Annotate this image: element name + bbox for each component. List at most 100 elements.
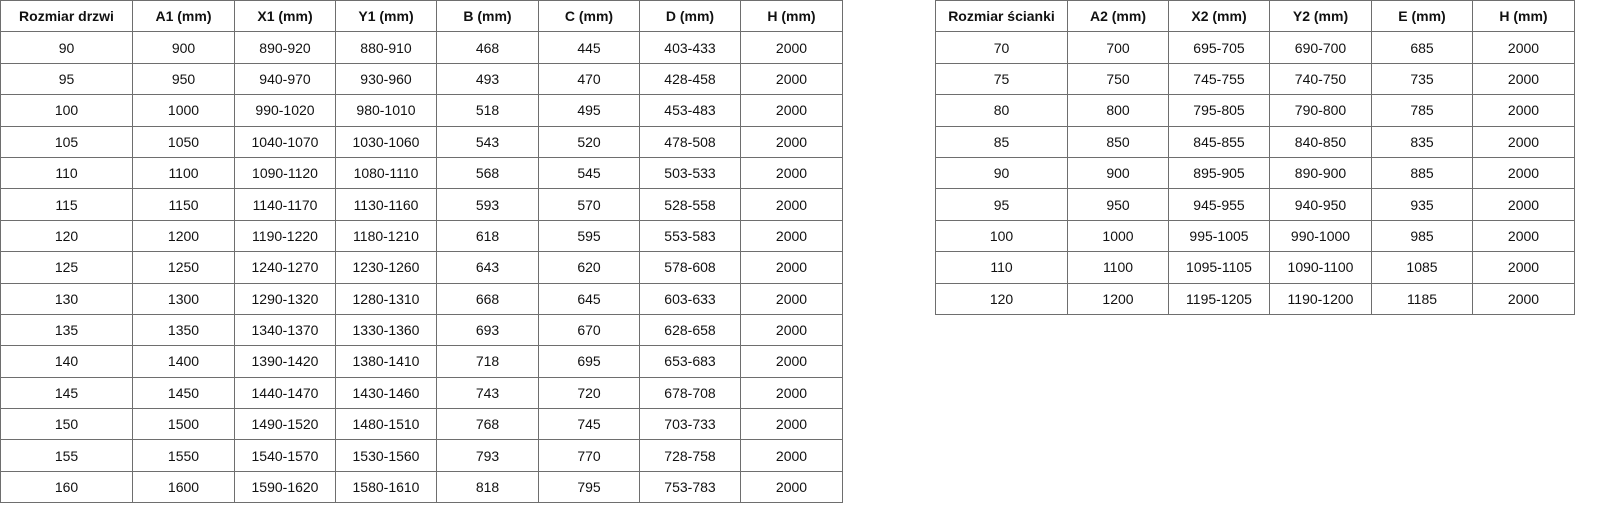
table-cell: 528-558 bbox=[639, 188, 741, 221]
table-cell: 620 bbox=[538, 251, 640, 284]
table-cell: 2000 bbox=[740, 94, 843, 127]
column-header: X1 (mm) bbox=[234, 0, 336, 33]
table-cell: 795-805 bbox=[1168, 94, 1270, 127]
table-cell: 718 bbox=[436, 345, 539, 378]
table-cell: 1000 bbox=[132, 94, 235, 127]
table-row: 95 950 945-955 940-950 935 2000 bbox=[935, 188, 1575, 221]
table-cell: 130 bbox=[0, 282, 133, 315]
table-cell: 1250 bbox=[132, 251, 235, 284]
column-header: Y2 (mm) bbox=[1269, 0, 1372, 33]
table-cell: 793 bbox=[436, 439, 539, 472]
table-cell: 2000 bbox=[740, 345, 843, 378]
table-cell: 445 bbox=[538, 31, 640, 64]
table-cell: 470 bbox=[538, 62, 640, 96]
table-cell: 700 bbox=[1067, 31, 1169, 64]
table-cell: 885 bbox=[1371, 156, 1473, 190]
table-cell: 2000 bbox=[740, 31, 843, 64]
table-cell: 595 bbox=[538, 219, 640, 253]
table-cell: 1050 bbox=[132, 125, 235, 158]
table-cell: 845-855 bbox=[1168, 125, 1270, 158]
table-cell: 2000 bbox=[740, 376, 843, 410]
table-cell: 2000 bbox=[740, 439, 843, 472]
table-cell: 1350 bbox=[132, 313, 235, 347]
table-cell: 628-658 bbox=[639, 313, 741, 347]
table-cell: 140 bbox=[0, 345, 133, 378]
table-row: 85 850 845-855 840-850 835 2000 bbox=[935, 125, 1575, 158]
table-cell: 518 bbox=[436, 94, 539, 127]
table-cell: 890-920 bbox=[234, 31, 336, 64]
table-cell: 1580-1610 bbox=[335, 470, 437, 504]
table-cell: 1550 bbox=[132, 439, 235, 472]
table-cell: 1530-1560 bbox=[335, 439, 437, 472]
table-cell: 740-750 bbox=[1269, 62, 1372, 96]
table-cell: 2000 bbox=[1472, 156, 1575, 190]
table-cell: 1040-1070 bbox=[234, 125, 336, 158]
table-row: 90 900 895-905 890-900 885 2000 bbox=[935, 156, 1575, 190]
table-row: 105 1050 1040-1070 1030-1060 543 520 478-508 20… bbox=[0, 125, 843, 158]
table-cell: 80 bbox=[935, 94, 1068, 127]
table-header-row: Rozmiar ścianki A2 (mm) X2 (mm) Y2 (mm) E (m… bbox=[935, 0, 1575, 33]
table-cell: 1400 bbox=[132, 345, 235, 378]
table-cell: 1100 bbox=[132, 156, 235, 190]
table-cell: 890-900 bbox=[1269, 156, 1372, 190]
table-cell: 100 bbox=[0, 94, 133, 127]
column-header: Y1 (mm) bbox=[335, 0, 437, 33]
table-cell: 735 bbox=[1371, 62, 1473, 96]
table-cell: 1500 bbox=[132, 408, 235, 441]
table-row: 145 1450 1440-1470 1430-1460 743 720 678-708 20… bbox=[0, 376, 843, 410]
column-header: Rozmiar drzwi bbox=[0, 0, 133, 33]
table-cell: 695-705 bbox=[1168, 31, 1270, 64]
table-cell: 1090-1120 bbox=[234, 156, 336, 190]
table-cell: 543 bbox=[436, 125, 539, 158]
table-cell: 800 bbox=[1067, 94, 1169, 127]
column-header: H (mm) bbox=[1472, 0, 1575, 33]
table-cell: 1280-1310 bbox=[335, 282, 437, 315]
table-cell: 693 bbox=[436, 313, 539, 347]
table-cell: 745-755 bbox=[1168, 62, 1270, 96]
table-row: 80 800 795-805 790-800 785 2000 bbox=[935, 94, 1575, 127]
table-cell: 90 bbox=[0, 31, 133, 64]
table-cell: 950 bbox=[132, 62, 235, 96]
table-row: 130 1300 1290-1320 1280-1310 668 645 603-633 20… bbox=[0, 282, 843, 315]
table-cell: 2000 bbox=[740, 125, 843, 158]
table-cell: 990-1000 bbox=[1269, 219, 1372, 253]
table-cell: 2000 bbox=[1472, 31, 1575, 64]
doors-size-table: Rozmiar drzwi A1 (mm) X1 (mm) Y1 (mm) B (mm)… bbox=[0, 0, 843, 504]
table-cell: 750 bbox=[1067, 62, 1169, 96]
table-cell: 520 bbox=[538, 125, 640, 158]
table-cell: 1380-1410 bbox=[335, 345, 437, 378]
table-cell: 703-733 bbox=[639, 408, 741, 441]
table-cell: 900 bbox=[1067, 156, 1169, 190]
table-cell: 720 bbox=[538, 376, 640, 410]
table-cell: 468 bbox=[436, 31, 539, 64]
table-cell: 2000 bbox=[740, 62, 843, 96]
table-cell: 653-683 bbox=[639, 345, 741, 378]
table-cell: 753-783 bbox=[639, 470, 741, 504]
table-cell: 880-910 bbox=[335, 31, 437, 64]
table-cell: 403-433 bbox=[639, 31, 741, 64]
table-cell: 110 bbox=[0, 156, 133, 190]
table-cell: 770 bbox=[538, 439, 640, 472]
table-cell: 1085 bbox=[1371, 251, 1473, 284]
table-cell: 1195-1205 bbox=[1168, 282, 1270, 315]
table-cell: 1430-1460 bbox=[335, 376, 437, 410]
table-cell: 603-633 bbox=[639, 282, 741, 315]
table-cell: 900 bbox=[132, 31, 235, 64]
table-cell: 75 bbox=[935, 62, 1068, 96]
table-cell: 1600 bbox=[132, 470, 235, 504]
table-row: 75 750 745-755 740-750 735 2000 bbox=[935, 62, 1575, 96]
table-header-row: Rozmiar drzwi A1 (mm) X1 (mm) Y1 (mm) B (mm)… bbox=[0, 0, 843, 33]
table-cell: 980-1010 bbox=[335, 94, 437, 127]
table-row: 160 1600 1590-1620 1580-1610 818 795 753-783 20… bbox=[0, 470, 843, 504]
table-cell: 745 bbox=[538, 408, 640, 441]
table-cell: 2000 bbox=[1472, 219, 1575, 253]
table-cell: 1230-1260 bbox=[335, 251, 437, 284]
table-cell: 840-850 bbox=[1269, 125, 1372, 158]
table-cell: 90 bbox=[935, 156, 1068, 190]
table-row: 155 1550 1540-1570 1530-1560 793 770 728-758 20… bbox=[0, 439, 843, 472]
table-cell: 2000 bbox=[740, 470, 843, 504]
table-cell: 1440-1470 bbox=[234, 376, 336, 410]
table-cell: 940-950 bbox=[1269, 188, 1372, 221]
table-cell: 690-700 bbox=[1269, 31, 1372, 64]
column-header: C (mm) bbox=[538, 0, 640, 33]
